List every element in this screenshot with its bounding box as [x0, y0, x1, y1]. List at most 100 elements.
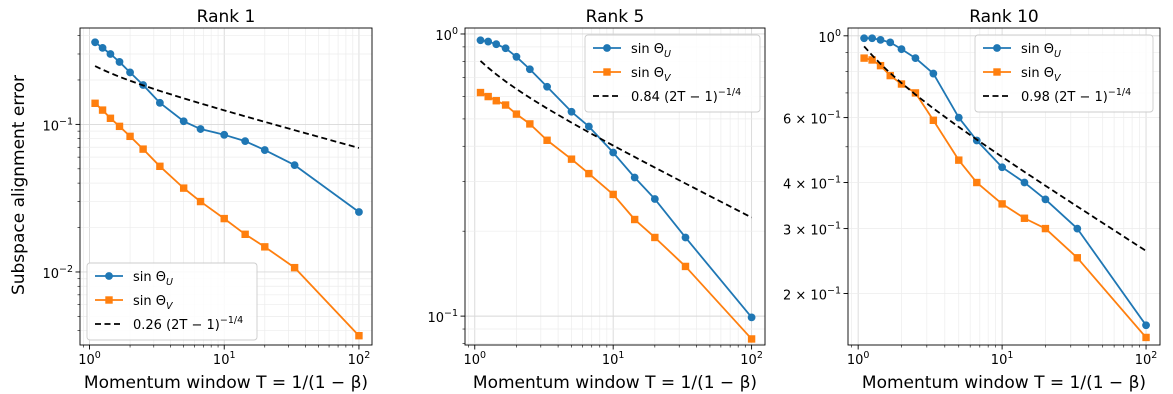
y-tick-label-base: 3 × 10	[783, 224, 827, 239]
data-point	[484, 92, 492, 101]
legend-label-subscript: V	[166, 301, 174, 312]
series-1	[91, 38, 363, 216]
legend-label-main: sin Θ	[1021, 66, 1054, 81]
data-point	[860, 34, 869, 43]
legend-label: sin ΘV	[133, 294, 174, 312]
data-point	[630, 215, 639, 224]
x-axis-label: Momentum window T = 1/(1 − β)	[84, 373, 368, 393]
data-point	[501, 44, 510, 53]
x-tick-label-base: 10	[78, 353, 95, 368]
legend-label: sin ΘV	[631, 66, 672, 84]
legend-label-subscript: U	[166, 277, 173, 288]
x-tick-label: 101	[213, 350, 236, 368]
x-tick-label-exponent: 1	[618, 350, 624, 361]
data-point	[630, 173, 639, 182]
data-point	[584, 122, 593, 131]
y-tick-label-exponent: −1	[59, 116, 73, 127]
data-point	[526, 120, 534, 128]
data-point	[1041, 195, 1050, 204]
chart-title: Rank 5	[586, 7, 645, 27]
legend-label: 0.26 (2T − 1)−1/4	[133, 315, 243, 333]
legend-box	[86, 262, 258, 341]
data-point	[1020, 178, 1029, 187]
data-point	[220, 130, 229, 139]
y-tick-label: 10−2	[42, 264, 73, 282]
data-point	[1142, 321, 1150, 330]
data-point	[998, 200, 1006, 208]
x-tick-label: 100	[78, 350, 101, 368]
data-point	[261, 243, 269, 251]
series-2	[91, 99, 363, 340]
legend-marker	[993, 68, 1001, 76]
data-point	[501, 101, 510, 109]
y-tick-label-base: 10	[42, 119, 59, 134]
y-tick-label: 2 × 10−1	[783, 286, 841, 304]
series-line	[480, 91, 753, 340]
data-point	[476, 88, 485, 97]
y-tick-label-base: 10	[435, 29, 452, 44]
data-point	[179, 117, 188, 126]
legend-label: sin ΘU	[133, 270, 173, 288]
data-point	[651, 233, 659, 242]
data-point	[98, 106, 107, 114]
series-line	[94, 65, 360, 149]
data-point	[126, 68, 134, 77]
y-tick-label: 100	[818, 28, 841, 46]
chart-title: Rank 10	[969, 7, 1039, 27]
legend-label-main: sin Θ	[133, 270, 166, 285]
legend-marker	[603, 44, 611, 52]
y-axis-label: Subspace alignment error	[9, 75, 29, 295]
data-point	[876, 35, 885, 44]
x-tick-label-base: 10	[463, 353, 480, 368]
x-tick-label-exponent: 0	[95, 350, 101, 361]
data-point	[747, 313, 756, 322]
legend-box	[584, 34, 761, 113]
data-point	[241, 137, 250, 146]
legend-label-subscript: V	[1054, 73, 1062, 84]
x-tick-label: 101	[991, 350, 1014, 368]
series-line	[863, 45, 1147, 252]
data-point	[868, 34, 877, 43]
x-tick-label-base: 10	[1135, 353, 1152, 368]
legend-label-subscript: U	[664, 49, 671, 60]
y-tick-label-exponent: 0	[452, 26, 458, 37]
data-point	[543, 136, 551, 144]
data-point	[897, 45, 906, 54]
data-point	[1073, 224, 1082, 233]
data-point	[1073, 254, 1082, 262]
data-point	[567, 107, 576, 116]
data-point	[876, 61, 885, 70]
y-tick-label: 100	[435, 26, 458, 44]
data-point	[1142, 333, 1150, 342]
series-3	[863, 45, 1147, 252]
data-point	[868, 56, 876, 64]
data-point	[911, 54, 920, 63]
legend-marker	[105, 272, 113, 280]
data-point	[929, 116, 938, 124]
x-tick-label-exponent: 2	[1151, 350, 1157, 361]
x-tick-label-base: 10	[847, 353, 864, 368]
data-point	[139, 145, 147, 153]
x-tick-label: 102	[1135, 350, 1158, 368]
legend-label: sin ΘV	[1021, 66, 1062, 84]
data-point	[476, 36, 485, 45]
series-1	[476, 36, 756, 322]
data-point	[911, 89, 920, 97]
series-1	[860, 34, 1150, 330]
y-tick-label-base: 10	[42, 267, 59, 282]
x-tick-label-base: 10	[348, 353, 365, 368]
x-tick-label-exponent: 2	[364, 350, 370, 361]
x-tick-label-exponent: 2	[757, 350, 763, 361]
data-point	[106, 114, 115, 122]
legend-label-main: 0.26 (2T − 1)	[133, 318, 220, 333]
x-tick-label: 100	[847, 350, 870, 368]
y-tick-label-base: 4 × 10	[783, 178, 827, 193]
legend-marker	[603, 68, 611, 76]
data-point	[155, 98, 164, 107]
data-point	[290, 263, 299, 272]
legend-box	[974, 34, 1154, 113]
data-point	[512, 52, 521, 61]
